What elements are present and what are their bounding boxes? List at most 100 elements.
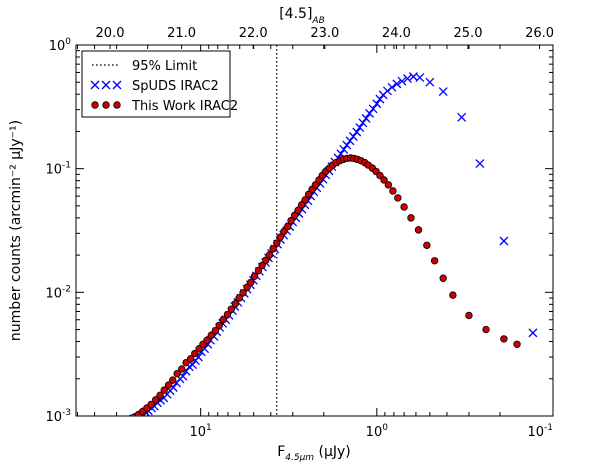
top-axis-tick-labels: 20.0 21.0 22.0 23.0 24.0 25.0 26.0 bbox=[96, 26, 554, 49]
data-point-circle bbox=[239, 289, 247, 297]
legend-label: 95% Limit bbox=[132, 59, 197, 74]
data-point-x bbox=[365, 108, 374, 118]
data-point-circle bbox=[273, 239, 281, 247]
data-point-x bbox=[368, 104, 378, 114]
x-stroke bbox=[375, 94, 385, 104]
data-point-circle bbox=[231, 299, 240, 308]
y-tick-label: 100 bbox=[49, 37, 72, 54]
data-point-x bbox=[342, 140, 352, 150]
data-point-circle bbox=[227, 305, 235, 313]
data-point-circle bbox=[156, 391, 164, 400]
data-point-circle bbox=[254, 266, 263, 275]
data-point-x bbox=[499, 236, 509, 246]
data-point-circle bbox=[482, 325, 490, 334]
x-stroke bbox=[342, 140, 352, 150]
legend: 95% Limit SpUDS IRAC2 This Work IRAC2 bbox=[81, 50, 238, 118]
data-point-circle bbox=[414, 226, 423, 234]
x-stroke bbox=[193, 352, 203, 362]
x-stroke bbox=[336, 149, 346, 159]
data-point-x bbox=[397, 76, 407, 86]
top-tick-label: 24.0 bbox=[382, 26, 411, 41]
x-stroke bbox=[372, 99, 382, 109]
x-stroke bbox=[425, 77, 435, 87]
data-point-x bbox=[90, 80, 100, 90]
data-point-x bbox=[438, 87, 448, 97]
tick-labels: 101 100 10-1 10-3 10-2 10-1 100 bbox=[45, 37, 553, 440]
data-point-circle bbox=[215, 321, 223, 330]
top-tick-label: 26.0 bbox=[525, 26, 554, 41]
data-point-circle bbox=[449, 291, 457, 299]
data-point-circle bbox=[169, 376, 177, 384]
data-point-circle bbox=[151, 396, 160, 404]
x-stroke bbox=[365, 108, 374, 118]
top-axis-title: [4.5]AB bbox=[279, 6, 325, 26]
x-tick-label: 101 bbox=[190, 423, 212, 440]
x-tick-label: 100 bbox=[366, 423, 389, 440]
x-stroke bbox=[457, 112, 467, 122]
data-point-circle bbox=[304, 190, 313, 199]
data-point-circle bbox=[173, 369, 181, 378]
data-point-x bbox=[387, 82, 397, 92]
x-stroke bbox=[200, 344, 210, 354]
data-point-circle bbox=[294, 206, 302, 215]
y-axis-title: number counts (arcmin⁻² μJy⁻¹) bbox=[8, 120, 24, 341]
legend-label: This Work IRAC2 bbox=[131, 99, 238, 114]
x-stroke bbox=[387, 82, 397, 92]
data-point-circle bbox=[389, 187, 397, 195]
data-point-circle bbox=[203, 336, 211, 344]
data-point-circle bbox=[290, 211, 299, 219]
data-point-circle bbox=[311, 181, 320, 189]
x-stroke bbox=[358, 118, 368, 128]
x-stroke bbox=[101, 80, 111, 90]
data-point-circle bbox=[297, 201, 306, 209]
data-point-circle bbox=[276, 233, 285, 241]
x-stroke bbox=[528, 328, 538, 338]
data-point-x bbox=[339, 144, 349, 154]
data-point-circle bbox=[164, 381, 173, 389]
data-point-x bbox=[403, 74, 412, 84]
x-stroke bbox=[438, 87, 448, 97]
data-point-circle bbox=[380, 176, 388, 184]
top-tick-label: 22.0 bbox=[239, 26, 268, 41]
data-point-circle bbox=[394, 194, 402, 202]
data-point-circle bbox=[269, 245, 277, 253]
data-point-circle bbox=[102, 101, 110, 109]
data-point-x bbox=[375, 94, 385, 104]
data-point-circle bbox=[265, 251, 274, 259]
data-markers bbox=[129, 72, 538, 416]
top-tick-label: 23.0 bbox=[310, 26, 339, 41]
data-point-circle bbox=[113, 101, 121, 109]
data-point-x bbox=[361, 113, 371, 123]
data-point-circle bbox=[160, 386, 168, 394]
x-stroke bbox=[168, 383, 178, 392]
data-point-x bbox=[475, 159, 485, 169]
data-point-x bbox=[101, 80, 111, 90]
data-point-circle bbox=[211, 326, 220, 335]
legend-label: SpUDS IRAC2 bbox=[132, 79, 219, 94]
data-point-circle bbox=[513, 340, 521, 349]
data-point-circle bbox=[287, 216, 295, 225]
data-point-circle bbox=[430, 257, 439, 265]
top-tick-label: 20.0 bbox=[96, 26, 125, 41]
axis-ticks bbox=[76, 44, 554, 417]
data-point-circle bbox=[258, 261, 266, 270]
data-point-circle bbox=[235, 294, 243, 302]
x-axis-title: F4.5μm (μJy) bbox=[277, 444, 351, 463]
data-point-circle bbox=[400, 203, 408, 211]
data-point-circle bbox=[376, 171, 384, 180]
x-stroke bbox=[188, 360, 198, 370]
x-stroke bbox=[475, 159, 485, 169]
data-point-circle bbox=[262, 256, 270, 264]
data-point-circle bbox=[223, 310, 232, 319]
top-tick-label: 25.0 bbox=[454, 26, 483, 41]
x-stroke bbox=[178, 371, 188, 381]
data-point-circle bbox=[384, 181, 393, 189]
x-stroke bbox=[355, 123, 365, 133]
data-point-x bbox=[352, 127, 362, 137]
series-this-work-irac2 bbox=[130, 154, 521, 416]
legend-item: 95% Limit bbox=[92, 59, 197, 74]
x-stroke bbox=[397, 76, 407, 86]
x-tick-label: 10-1 bbox=[527, 423, 553, 440]
y-tick-label: 10-1 bbox=[45, 161, 71, 178]
x-stroke bbox=[352, 127, 362, 137]
